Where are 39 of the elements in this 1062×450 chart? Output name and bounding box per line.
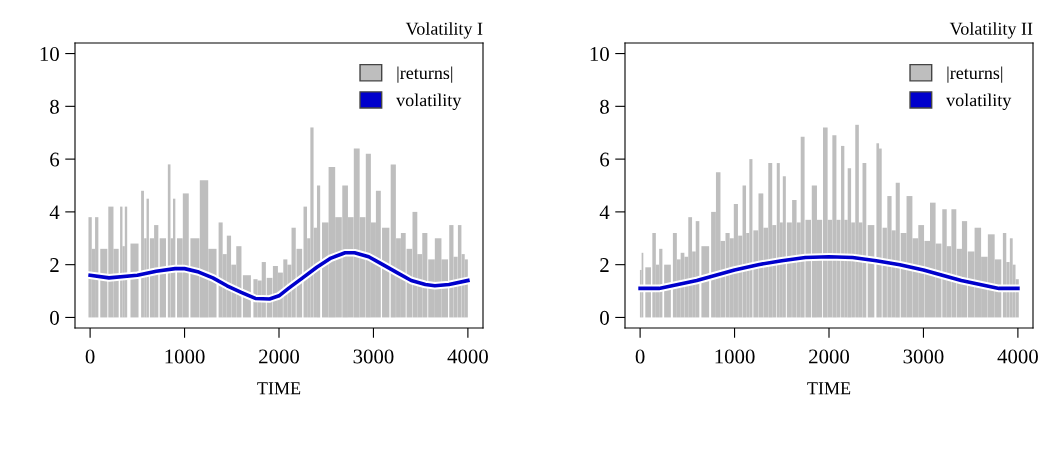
legend-label: volatility	[946, 93, 1012, 111]
y-tick-label: 4	[49, 205, 60, 220]
bar	[688, 217, 693, 318]
chart-title: Volatility I	[405, 22, 483, 39]
bar	[887, 196, 892, 318]
x-tick-label: 3000	[353, 349, 394, 364]
bar	[855, 124, 859, 318]
y-tick-label: 2	[600, 258, 609, 272]
x-tick-label: 1000	[715, 349, 755, 364]
x-tick-label: 4000	[997, 349, 1038, 364]
legend-label: |returns|	[947, 66, 1003, 83]
bar	[776, 163, 780, 318]
y-tick-label: 10	[590, 46, 609, 61]
x-tick-label: 3000	[903, 349, 944, 364]
y-tick-label: 0	[50, 310, 59, 325]
legend-label: |returns|	[397, 66, 453, 83]
y-tick-label: 6	[50, 152, 60, 167]
legend-label: volatility	[396, 93, 462, 111]
y-tick-label: 0	[600, 310, 609, 325]
x-tick-label: 4000	[447, 349, 488, 364]
bar	[1009, 238, 1013, 318]
chart-title: Volatility II	[949, 22, 1033, 39]
bar	[310, 127, 314, 318]
bar	[832, 135, 837, 318]
x-axis-title: TIME	[257, 382, 301, 395]
x-tick-label: 2000	[259, 349, 300, 364]
y-tick-label: 2	[50, 258, 59, 272]
x-tick-label: 0	[635, 349, 645, 364]
x-tick-label: 1000	[165, 349, 205, 364]
bar	[88, 217, 92, 318]
x-axis-title: TIME	[807, 382, 851, 395]
y-tick-label: 10	[40, 46, 59, 61]
y-tick-label: 4	[599, 205, 610, 220]
bar	[876, 143, 880, 318]
x-tick-label: 2000	[809, 349, 850, 364]
x-tick-label: 0	[85, 349, 95, 364]
y-tick-label: 6	[600, 152, 610, 167]
y-tick-label: 8	[600, 99, 609, 114]
y-tick-label: 8	[50, 99, 59, 114]
